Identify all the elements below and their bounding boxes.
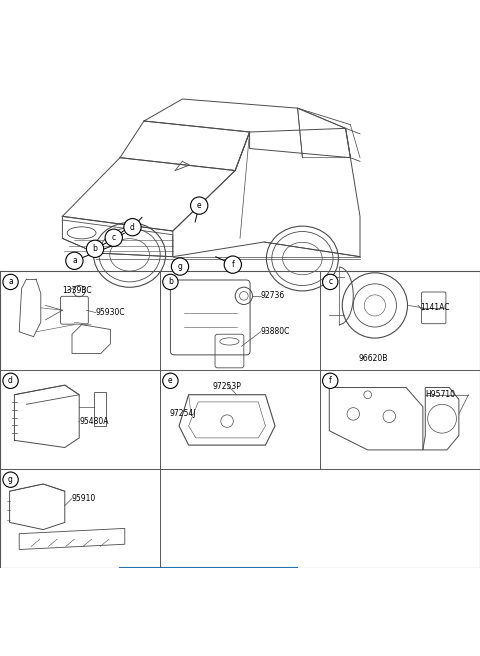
Text: 92736: 92736	[261, 291, 285, 300]
Circle shape	[171, 258, 189, 276]
Circle shape	[163, 373, 178, 388]
Text: 95480A: 95480A	[79, 417, 108, 426]
Text: 97254J: 97254J	[169, 409, 196, 419]
Circle shape	[3, 373, 18, 388]
Text: 96620B: 96620B	[358, 354, 387, 363]
Text: c: c	[112, 234, 116, 242]
Text: 1339BC: 1339BC	[62, 286, 92, 295]
Text: a: a	[72, 256, 77, 265]
Text: 97253P: 97253P	[213, 382, 241, 391]
Circle shape	[66, 252, 83, 270]
Text: 1141AC: 1141AC	[420, 303, 450, 312]
Circle shape	[323, 373, 338, 388]
Text: d: d	[8, 377, 13, 385]
Text: H95710: H95710	[425, 390, 455, 400]
Text: g: g	[8, 475, 13, 484]
Text: 95930C: 95930C	[96, 308, 126, 317]
Text: a: a	[8, 277, 13, 287]
Circle shape	[105, 229, 122, 247]
Circle shape	[124, 218, 141, 236]
Text: b: b	[168, 277, 173, 287]
Text: e: e	[197, 201, 202, 210]
Text: 95910: 95910	[72, 494, 96, 503]
Text: b: b	[93, 244, 97, 253]
Circle shape	[3, 472, 18, 487]
Text: c: c	[328, 277, 332, 287]
Circle shape	[163, 274, 178, 289]
Circle shape	[86, 240, 104, 257]
Text: d: d	[130, 222, 135, 232]
Circle shape	[323, 274, 338, 289]
Text: g: g	[178, 262, 182, 271]
Circle shape	[224, 256, 241, 274]
Circle shape	[3, 274, 18, 289]
Bar	[94, 392, 106, 426]
Text: e: e	[168, 377, 173, 385]
Text: f: f	[329, 377, 332, 385]
Circle shape	[191, 197, 208, 215]
Text: f: f	[231, 260, 234, 269]
Text: 93880C: 93880C	[261, 327, 290, 337]
